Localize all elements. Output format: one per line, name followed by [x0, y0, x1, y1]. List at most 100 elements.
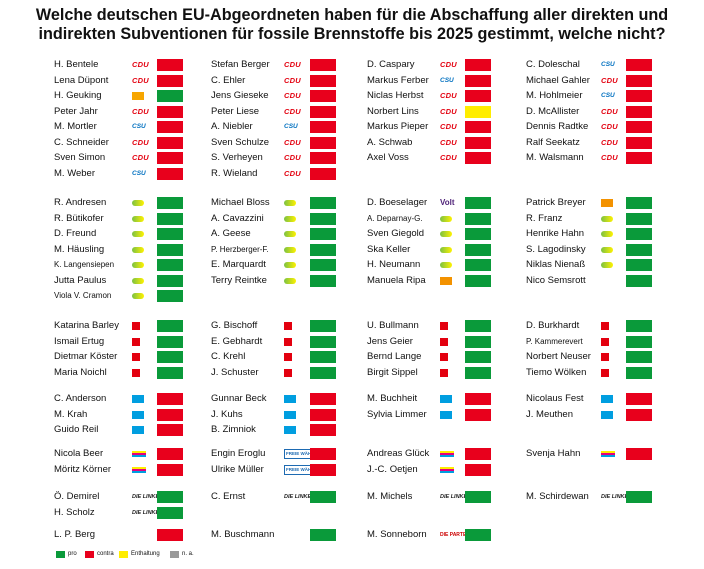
- csu-logo: CSU: [132, 169, 146, 177]
- cdu-logo: CDU: [132, 137, 149, 147]
- mep-row: P. Herzberger-F.: [211, 243, 336, 257]
- mep-name: J.-C. Oetjen: [367, 463, 418, 475]
- gruene-logo-icon: [284, 229, 296, 239]
- mep-name: P. Kammerevert: [526, 336, 583, 346]
- mep-row: M. Buchheit: [367, 392, 491, 406]
- fdp-logo-icon: [132, 465, 146, 475]
- familien-partei-logo-icon: [132, 91, 144, 101]
- mep-row: M. Krah: [54, 408, 183, 422]
- mep-row: Möritz Körner: [54, 463, 183, 477]
- mep-name: D. Freund: [54, 228, 97, 239]
- mep-name: Nicolaus Fest: [526, 393, 584, 404]
- mep-row: D. Burkhardt: [526, 319, 652, 333]
- mep-row: Manuela Ripa: [367, 274, 491, 288]
- mep-row: H. Geuking: [54, 89, 183, 103]
- afd-logo-icon: [284, 410, 296, 420]
- vote-pro-bar: [310, 228, 336, 240]
- spd-logo-icon: [284, 368, 292, 378]
- vote-pro-bar: [157, 351, 183, 363]
- vote-pro-bar: [465, 335, 491, 348]
- mep-name: Gunnar Beck: [211, 393, 267, 404]
- mep-row: Peter Liese CDU: [211, 105, 336, 119]
- mep-name: Ralf Seekatz: [526, 136, 580, 148]
- csu-logo: CSU: [601, 92, 615, 99]
- vote-contra-bar: [465, 59, 491, 71]
- legend-label: pro: [68, 551, 77, 557]
- mep-row: J. Schuster: [211, 366, 336, 380]
- mep-name: Dennis Radtke: [526, 121, 589, 132]
- vote-pro-bar: [465, 274, 491, 287]
- mep-row: R. Wieland CDU: [211, 167, 336, 181]
- spd-logo-icon: [601, 368, 609, 378]
- vote-contra-bar: [465, 463, 491, 476]
- vote-pro-bar: [310, 320, 336, 332]
- cdu-logo: CDU: [601, 106, 618, 116]
- mep-row: R. Franz: [526, 212, 652, 226]
- mep-name: U. Bullmann: [367, 320, 419, 331]
- mep-name: A. Niebler: [211, 121, 253, 132]
- mep-name: P. Herzberger-F.: [211, 244, 269, 254]
- fdp-logo-icon: [601, 449, 615, 459]
- mep-name: C. Doleschal: [526, 59, 580, 70]
- mep-row: U. Bullmann: [367, 319, 491, 333]
- vote-contra-bar: [626, 90, 652, 102]
- afd-logo-icon: [132, 425, 144, 435]
- vote-contra-bar: [157, 59, 183, 71]
- linke-logo: DIE LINKE.: [440, 494, 469, 500]
- cdu-logo: CDU: [601, 122, 618, 131]
- gruene-logo-icon: [132, 245, 144, 255]
- cdu-logo: CDU: [601, 153, 618, 162]
- mep-name: E. Marquardt: [211, 259, 266, 270]
- vote-contra-bar: [310, 105, 336, 118]
- mep-name: Axel Voss: [367, 152, 409, 163]
- mep-name: Sven Schulze: [211, 136, 270, 148]
- mep-row: Stefan Berger CDU: [211, 58, 336, 72]
- legend-swatch-abstain: [119, 551, 128, 558]
- vote-pro-bar: [310, 259, 336, 271]
- mep-row: J.-C. Oetjen: [367, 463, 491, 477]
- mep-name: E. Gebhardt: [211, 335, 263, 347]
- afd-logo-icon: [284, 394, 296, 404]
- vote-contra-bar: [626, 121, 652, 133]
- vote-contra-bar: [157, 167, 183, 180]
- vote-pro-bar: [626, 197, 652, 209]
- mep-name: J. Meuthen: [526, 408, 573, 420]
- mep-name: M. Sonneborn: [367, 529, 427, 540]
- cdu-logo: CDU: [132, 60, 149, 69]
- gruene-logo-icon: [284, 214, 296, 224]
- vote-contra-bar: [310, 424, 336, 436]
- mep-name: Tiemo Wölken: [526, 366, 587, 378]
- mep-name: C. Krehl: [211, 351, 246, 362]
- vote-contra-bar: [626, 59, 652, 71]
- cdu-logo: CDU: [601, 137, 618, 147]
- mep-row: C. Ernst DIE LINKE.: [211, 490, 336, 504]
- vote-pro-bar: [626, 243, 652, 256]
- cdu-logo: CDU: [284, 153, 301, 162]
- mep-row: Norbert Neuser: [526, 350, 652, 364]
- mep-name: Ismail Ertug: [54, 335, 105, 347]
- cdu-logo: CDU: [440, 137, 457, 147]
- mep-name: J. Schuster: [211, 366, 259, 378]
- mep-name: C. Schneider: [54, 136, 109, 148]
- mep-name: Norbert Neuser: [526, 351, 591, 362]
- mep-name: Norbert Lins: [367, 105, 419, 117]
- mep-name: L. P. Berg: [54, 529, 96, 540]
- spd-logo-icon: [440, 368, 448, 378]
- mep-name: S. Lagodinsky: [526, 243, 586, 255]
- mep-name: Markus Ferber: [367, 74, 429, 86]
- mep-name: M. Schirdewan: [526, 491, 589, 502]
- mep-name: Jens Gieseke: [211, 90, 269, 101]
- vote-pro-bar: [465, 366, 491, 379]
- mep-row: A. Cavazzini: [211, 212, 336, 226]
- mep-row: Dietmar Köster: [54, 350, 183, 364]
- mep-row: A. Niebler CSU: [211, 120, 336, 134]
- gruene-logo-icon: [601, 260, 613, 270]
- mep-name: Ska Keller: [367, 243, 411, 255]
- gruene-logo-icon: [132, 276, 144, 286]
- mep-name: Stefan Berger: [211, 59, 270, 70]
- csu-logo: CSU: [132, 123, 146, 130]
- mep-name: Dietmar Köster: [54, 351, 118, 362]
- vote-pro-bar: [626, 335, 652, 348]
- cdu-logo: CDU: [284, 91, 301, 100]
- vote-pro-bar: [626, 228, 652, 240]
